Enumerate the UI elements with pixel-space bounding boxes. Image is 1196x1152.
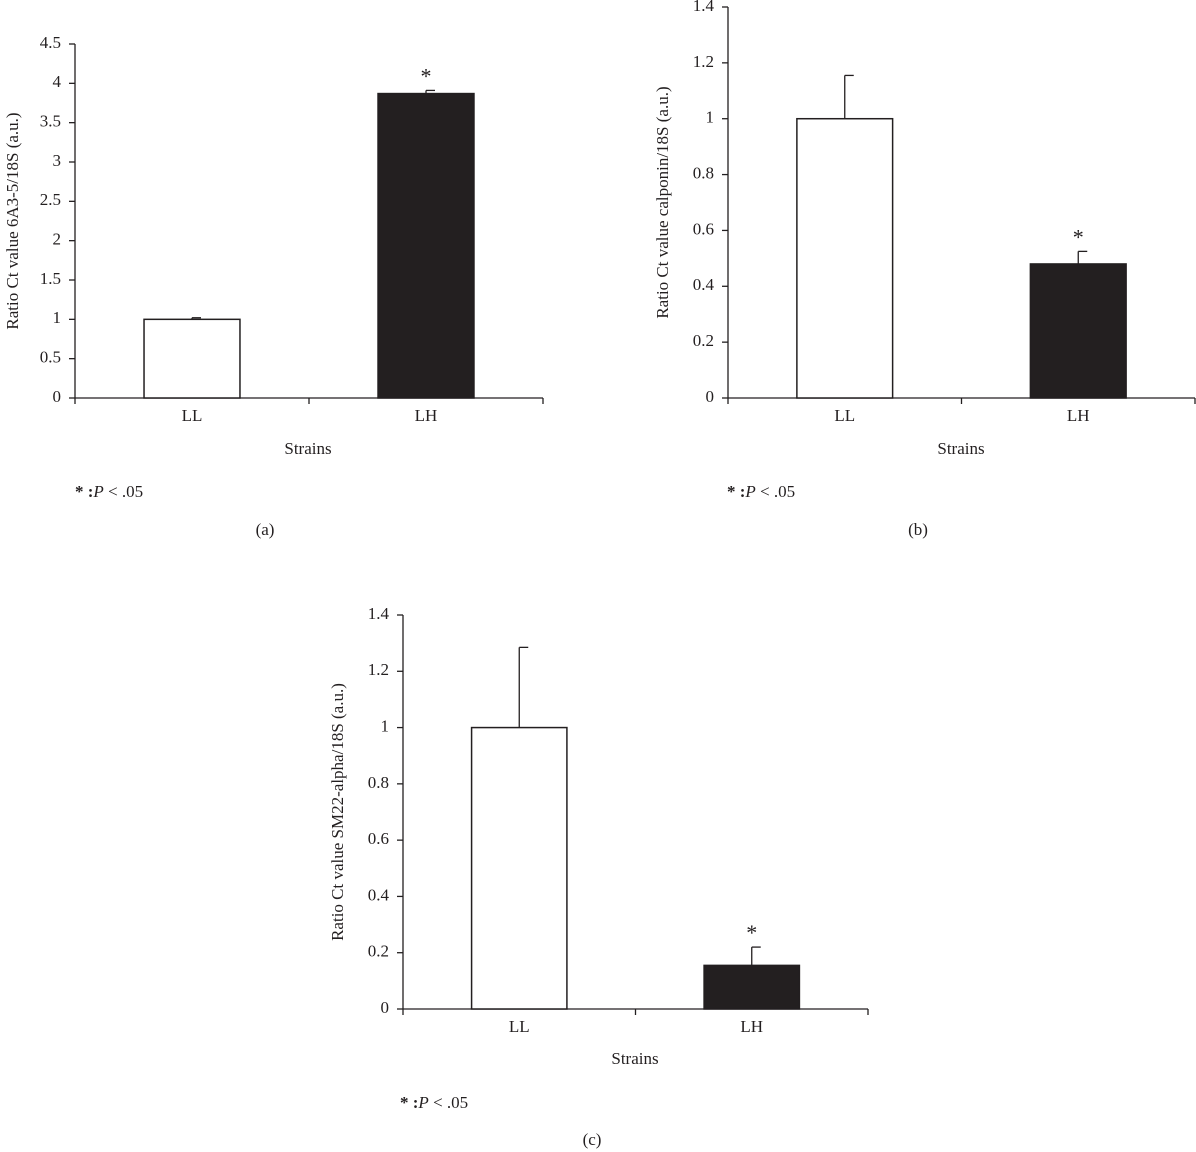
footnote-part: < .05 (429, 1093, 468, 1112)
x-tick-label: LH (1067, 406, 1090, 425)
y-tick-label: 1 (706, 108, 715, 127)
y-tick-label: 2.5 (40, 190, 61, 209)
y-tick-label: 0.8 (368, 773, 389, 792)
x-tick-label: LL (509, 1017, 530, 1036)
y-tick-label: 3 (53, 151, 62, 170)
x-tick-label: LL (182, 406, 203, 425)
y-tick-label: 0.4 (368, 885, 390, 904)
y-tick-label: 1 (53, 308, 62, 327)
x-tick-label: LH (415, 406, 438, 425)
y-tick-label: 1.4 (693, 0, 715, 15)
footnote: * :P < .05 (400, 1093, 468, 1112)
footnote-part: P (744, 482, 755, 501)
y-tick-label: 1.5 (40, 269, 61, 288)
y-tick-label: 1.4 (368, 604, 390, 623)
y-tick-label: 0.2 (693, 331, 714, 350)
footnote-part: P (417, 1093, 428, 1112)
y-axis-label: Ratio Ct value 6A3-5/18S (a.u.) (3, 112, 22, 329)
y-tick-label: 0.6 (693, 219, 714, 238)
y-tick-label: 0 (381, 998, 390, 1017)
significance-marker: * (421, 63, 432, 88)
y-tick-label: 0.8 (693, 163, 714, 182)
footnote-part: P (92, 482, 103, 501)
footnote: * :P < .05 (727, 482, 795, 501)
significance-marker: * (746, 920, 757, 945)
y-axis-label: Ratio Ct value SM22-alpha/18S (a.u.) (328, 683, 347, 941)
y-tick-label: 1.2 (693, 52, 714, 71)
footnote-part: * : (75, 482, 93, 501)
bar (703, 964, 801, 1010)
panel-label: (a) (256, 520, 275, 539)
y-tick-label: 0.5 (40, 348, 61, 367)
footnote-part: * : (727, 482, 745, 501)
x-tick-label: LH (740, 1017, 763, 1036)
y-tick-label: 2 (53, 230, 62, 249)
bar (143, 318, 241, 399)
bar (796, 117, 894, 399)
x-axis-label: Strains (284, 439, 331, 458)
bar (377, 92, 475, 399)
footnote-part: < .05 (756, 482, 795, 501)
y-tick-label: 4.5 (40, 33, 61, 52)
significance-marker: * (1073, 224, 1084, 249)
panel-label: (b) (908, 520, 928, 539)
bar (470, 726, 568, 1010)
x-tick-label: LL (834, 406, 855, 425)
x-axis-label: Strains (937, 439, 984, 458)
y-tick-label: 4 (53, 72, 62, 91)
y-tick-label: 0 (53, 387, 62, 406)
x-axis-label: Strains (611, 1049, 658, 1068)
y-tick-label: 1.2 (368, 660, 389, 679)
y-tick-label: 0.4 (693, 275, 715, 294)
y-tick-label: 0.6 (368, 829, 389, 848)
y-tick-label: 3.5 (40, 112, 61, 131)
y-tick-label: 1 (381, 716, 390, 735)
panel-label: (c) (583, 1130, 602, 1149)
footnote-part: < .05 (104, 482, 143, 501)
footnote-part: * : (400, 1093, 418, 1112)
y-tick-label: 0.2 (368, 942, 389, 961)
bar (1029, 263, 1127, 399)
footnote: * :P < .05 (75, 482, 143, 501)
y-tick-label: 0 (706, 387, 715, 406)
y-axis-label: Ratio Ct value calponin/18S (a.u.) (653, 86, 672, 318)
